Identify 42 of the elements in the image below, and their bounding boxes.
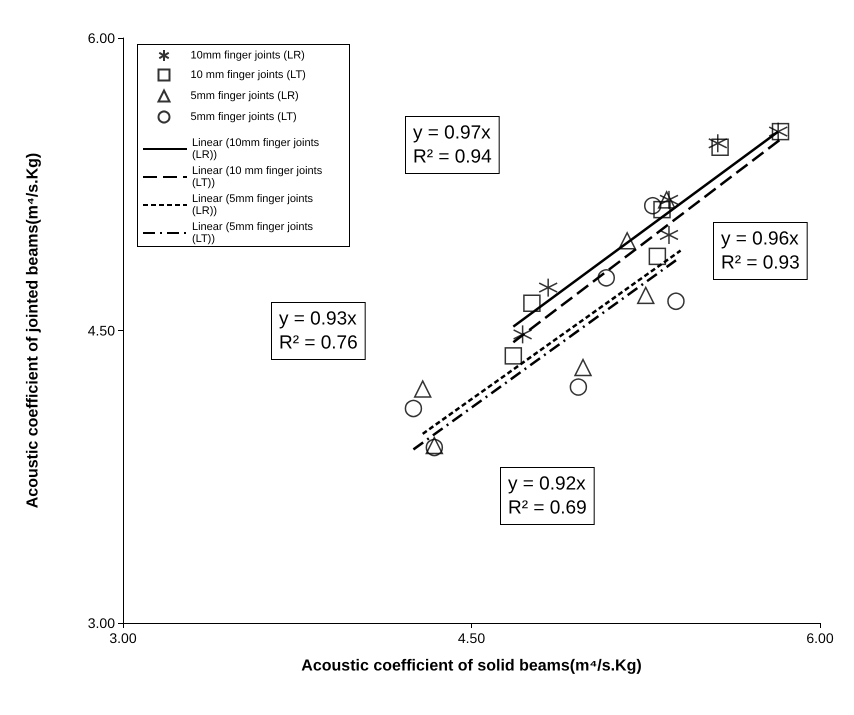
- point: [772, 122, 790, 140]
- legend-label: 10 mm finger joints (LT): [190, 69, 306, 81]
- legend-label: Linear (5mm finger joints (LR)): [192, 193, 316, 217]
- annotation: y = 0.97x R² = 0.94: [413, 122, 492, 168]
- annotation: y = 0.92x R² = 0.69: [508, 474, 587, 518]
- y-axis-title: Acoustic coefficient of jointed beams(m⁴/s.Kg): [24, 152, 42, 508]
- point: [512, 324, 532, 344]
- point: [768, 122, 788, 142]
- x-tick-label: 6.00: [806, 630, 834, 646]
- annotation: y = 0.93x R² = 0.76: [279, 308, 358, 354]
- legend-label: 5mm finger joints (LT): [190, 111, 297, 123]
- legend-label: Linear (5mm finger joints (LT)): [192, 221, 316, 245]
- point: [659, 225, 679, 245]
- y-tick-label: 6.00: [88, 30, 116, 46]
- point: [667, 292, 685, 310]
- point: [523, 294, 541, 312]
- point: [659, 190, 679, 210]
- point: [637, 286, 654, 304]
- point: [574, 358, 592, 376]
- legend-label: Linear (10 mm finger joints (LT)): [192, 165, 326, 189]
- point: [414, 380, 432, 398]
- point: [404, 400, 422, 418]
- point: [644, 196, 662, 214]
- legend-label: 5mm finger joints (LR): [190, 90, 299, 102]
- point: [570, 378, 588, 396]
- annotation: y = 0.96x R² = 0.93: [721, 228, 800, 274]
- x-tick-label: 3.00: [109, 630, 137, 646]
- point: [618, 232, 636, 250]
- point: [711, 138, 729, 156]
- point: [658, 191, 676, 209]
- legend-label: Linear (10mm finger joints (LR)): [192, 137, 322, 161]
- y-tick-label: 3.00: [88, 615, 116, 631]
- point: [653, 200, 671, 218]
- point: [708, 134, 728, 154]
- x-axis-title: Acoustic coefficient of solid beams(m⁴/s.Kg): [301, 658, 642, 674]
- point: [648, 248, 666, 266]
- y-tick-label: 4.50: [88, 322, 116, 338]
- legend-label: 10mm finger joints (LR): [190, 50, 305, 62]
- x-tick-label: 4.50: [458, 630, 486, 646]
- point: [504, 347, 522, 365]
- point: [598, 269, 616, 287]
- point: [538, 278, 558, 298]
